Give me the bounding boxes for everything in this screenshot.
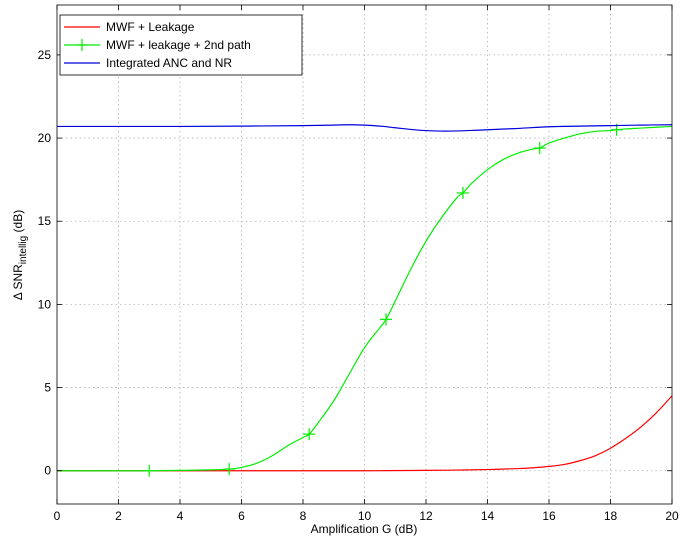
y-tick-label: 0	[44, 464, 51, 478]
legend-label: MWF + leakage + 2nd path	[106, 38, 251, 52]
legend: MWF + Leakage MWF + leakage + 2nd path Int…	[59, 14, 303, 76]
plot-background	[57, 5, 672, 504]
data-point-marker	[380, 313, 393, 326]
y-tick-label: 5	[44, 381, 51, 395]
series-line-mwf-leakage	[57, 395, 673, 472]
series-group	[57, 123, 673, 477]
data-point-marker	[143, 464, 156, 477]
legend-entry: MWF + Leakage	[64, 20, 195, 34]
data-point-marker	[533, 142, 546, 155]
y-tick-label: 25	[38, 48, 52, 62]
legend-label: MWF + Leakage	[106, 20, 195, 34]
x-axis-label: Amplification G (dB)	[311, 522, 418, 536]
y-axis-label: Δ SNRintellig (dB)	[11, 210, 29, 300]
data-point-marker	[303, 428, 316, 441]
data-point-marker	[223, 463, 236, 476]
legend-entry: Integrated ANC and NR	[64, 56, 232, 70]
y-axis-label-main: Δ SNR	[11, 264, 25, 300]
y-tick-label: 15	[38, 214, 52, 228]
x-tick-label: 4	[177, 509, 184, 523]
y-tick-label: 20	[38, 131, 52, 145]
x-tick-label: 16	[542, 509, 556, 523]
y-tick-label: 10	[38, 297, 52, 311]
x-tick-label: 8	[300, 509, 307, 523]
legend-entry: MWF + leakage + 2nd path	[64, 38, 251, 52]
legend-marker	[76, 39, 88, 51]
legend-box	[59, 14, 303, 76]
x-tick-label: 20	[665, 509, 679, 523]
x-tick-label: 18	[604, 509, 618, 523]
x-tick-label: 6	[238, 509, 245, 523]
series-line-integrated-anc-and-nr	[57, 124, 673, 132]
y-axis-label-subscript: intellig	[18, 236, 29, 264]
data-point-marker	[456, 186, 469, 199]
y-axis-label-unit: (dB)	[11, 210, 25, 236]
x-tick-label: 14	[481, 509, 495, 523]
x-tick-label: 0	[54, 509, 61, 523]
series-line-mwf-leakage-2nd-path	[57, 125, 673, 472]
x-tick-label: 2	[115, 509, 122, 523]
x-tick-label: 10	[358, 509, 372, 523]
x-tick-label: 12	[419, 509, 433, 523]
axis-ticks: 0 2 4 6 8 10 12 14 16 18 20 0 5 10 15 20 25	[38, 5, 679, 523]
legend-label: Integrated ANC and NR	[106, 56, 232, 70]
